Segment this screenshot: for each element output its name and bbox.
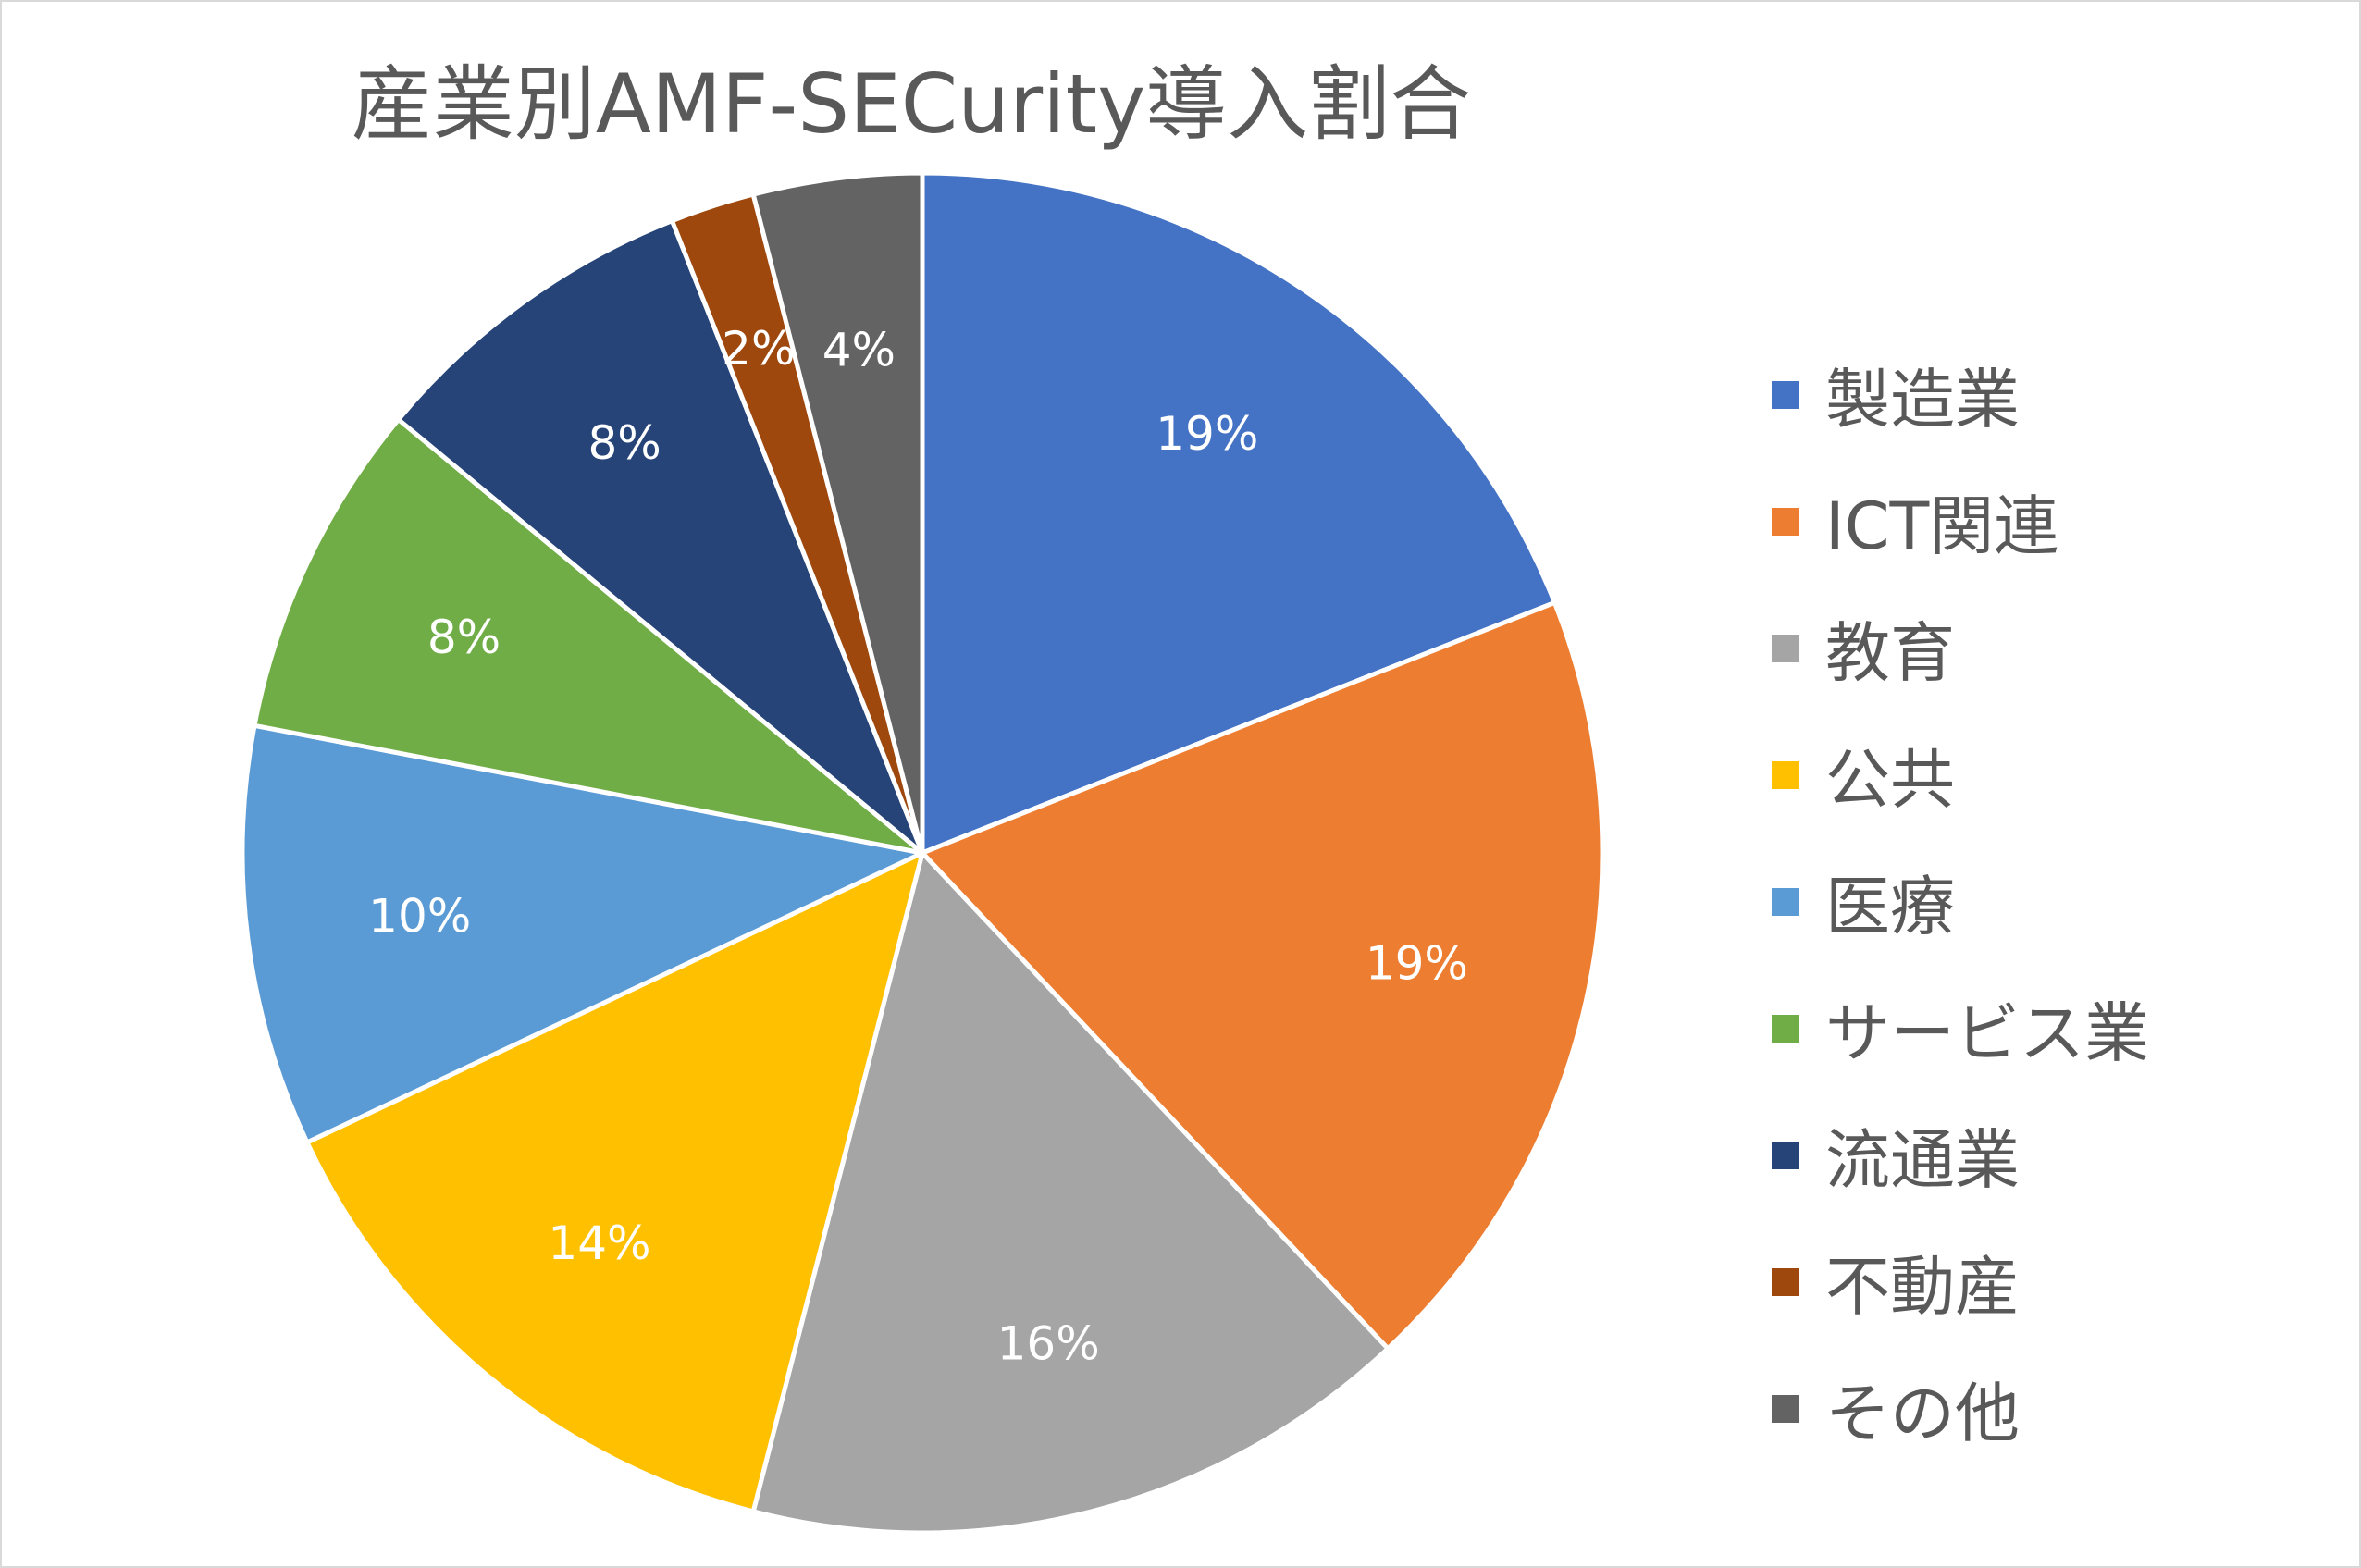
pie-slice-2 [920, 599, 1605, 1352]
pie-data-labels: 19% 19% 16% 14% 10% 8% 8% 2% 4% [368, 322, 1468, 1371]
pie-slice-9 [750, 170, 925, 856]
legend-item-5: 医療 [1772, 838, 2327, 965]
pie-slices [240, 170, 1605, 1536]
legend-label-9: その他 [1825, 1376, 2020, 1451]
data-label-4: 14% [548, 1216, 650, 1270]
legend-label-8: 不動産 [1825, 1249, 2020, 1325]
legend-swatch-9 [1772, 1394, 1799, 1423]
legend-label-3: 教育 [1825, 615, 1955, 691]
chart-title: 産業別AMF-SECurity導入割合 [351, 56, 1472, 152]
data-label-7: 8% [587, 416, 661, 470]
legend-item-9: その他 [1772, 1345, 2327, 1472]
legend-label-5: 医療 [1825, 869, 1955, 945]
legend-label-1: 製造業 [1825, 362, 2020, 438]
pie-slice-7 [396, 218, 925, 856]
legend-item-7: 流通業 [1772, 1092, 2327, 1218]
data-label-8: 2% [722, 322, 795, 376]
legend-item-1: 製造業 [1772, 331, 2327, 458]
data-label-3: 16% [997, 1316, 1100, 1370]
legend-item-6: サービス業 [1772, 965, 2327, 1092]
chart-legend: 製造業 ICT関連教育公共医療サービス業流通業不動産その他 [1772, 331, 2327, 1472]
pie-slice-4 [304, 850, 925, 1514]
pie-slice-3 [750, 850, 1391, 1536]
legend-item-8: 不動産 [1772, 1218, 2327, 1345]
legend-label-7: 流通業 [1825, 1122, 2020, 1198]
legend-item-4: 公共 [1772, 711, 2327, 838]
legend-swatch-8 [1772, 1267, 1799, 1296]
legend-swatch-3 [1772, 634, 1799, 662]
legend-swatch-7 [1772, 1141, 1799, 1169]
legend-label-4: 公共 [1825, 742, 1955, 818]
data-label-9: 4% [822, 324, 896, 377]
pie-slice-5 [240, 722, 925, 1145]
data-label-1: 19% [1156, 407, 1258, 461]
legend-label-2: ICT関連 [1825, 488, 2059, 564]
legend-swatch-5 [1772, 887, 1799, 916]
legend-swatch-4 [1772, 760, 1799, 789]
legend-item-3: 教育 [1772, 585, 2327, 711]
legend-swatch-2 [1772, 507, 1799, 536]
data-label-5: 10% [368, 890, 471, 944]
legend-label-6: サービス業 [1825, 995, 2149, 1071]
pie-slice-6 [252, 416, 925, 856]
legend-swatch-6 [1772, 1014, 1799, 1043]
data-label-6: 8% [427, 611, 501, 664]
pie-slice-1 [920, 170, 1557, 856]
data-label-2: 19% [1366, 936, 1468, 990]
legend-swatch-1 [1772, 380, 1799, 409]
legend-item-2: ICT関連 [1772, 458, 2327, 585]
